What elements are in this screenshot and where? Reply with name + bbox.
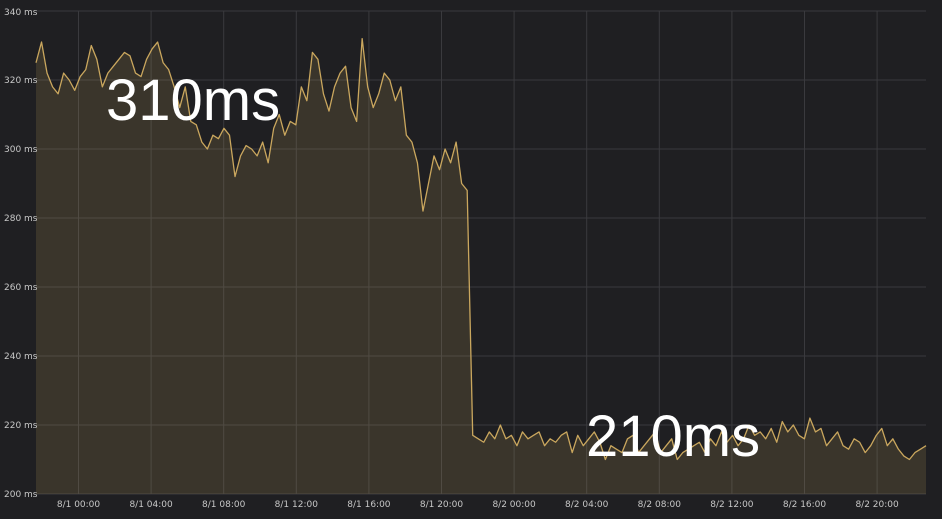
y-tick-label: 300 ms [4, 145, 38, 155]
x-tick-label: 8/1 04:00 [129, 500, 173, 510]
y-tick-label: 340 ms [4, 8, 38, 18]
x-tick-label: 8/2 08:00 [638, 500, 682, 510]
x-tick-label: 8/1 12:00 [275, 500, 319, 510]
x-axis-tick-labels: 8/1 00:00 8/1 04:00 8/1 08:00 8/1 12:00 8/1 … [57, 500, 899, 510]
y-axis-tick-labels: 200 ms 220 ms 240 ms 260 ms 280 ms 300 ms 320 … [4, 8, 38, 500]
y-tick-label: 220 ms [4, 421, 38, 431]
series-line [35, 37, 927, 461]
x-tick-label: 8/2 00:00 [492, 500, 536, 510]
y-tick-label: 240 ms [4, 352, 38, 362]
x-tick-label: 8/2 20:00 [855, 500, 899, 510]
y-tick-label: 320 ms [4, 76, 38, 86]
x-tick-label: 8/1 16:00 [347, 500, 391, 510]
x-tick-label: 8/1 08:00 [202, 500, 246, 510]
vertical-gridlines [78, 11, 878, 494]
x-tick-label: 8/1 00:00 [57, 500, 101, 510]
y-tick-label: 200 ms [4, 490, 38, 500]
x-tick-label: 8/2 12:00 [710, 500, 754, 510]
y-tick-label: 260 ms [4, 283, 38, 293]
x-tick-label: 8/2 04:00 [565, 500, 609, 510]
horizontal-gridlines [36, 10, 926, 495]
x-tick-label: 8/1 20:00 [420, 500, 464, 510]
annotation-210ms: 210ms [586, 404, 760, 469]
series-area-fill [36, 38, 926, 494]
annotation-310ms: 310ms [106, 68, 280, 133]
x-tick-label: 8/2 16:00 [783, 500, 827, 510]
y-tick-label: 280 ms [4, 214, 38, 224]
